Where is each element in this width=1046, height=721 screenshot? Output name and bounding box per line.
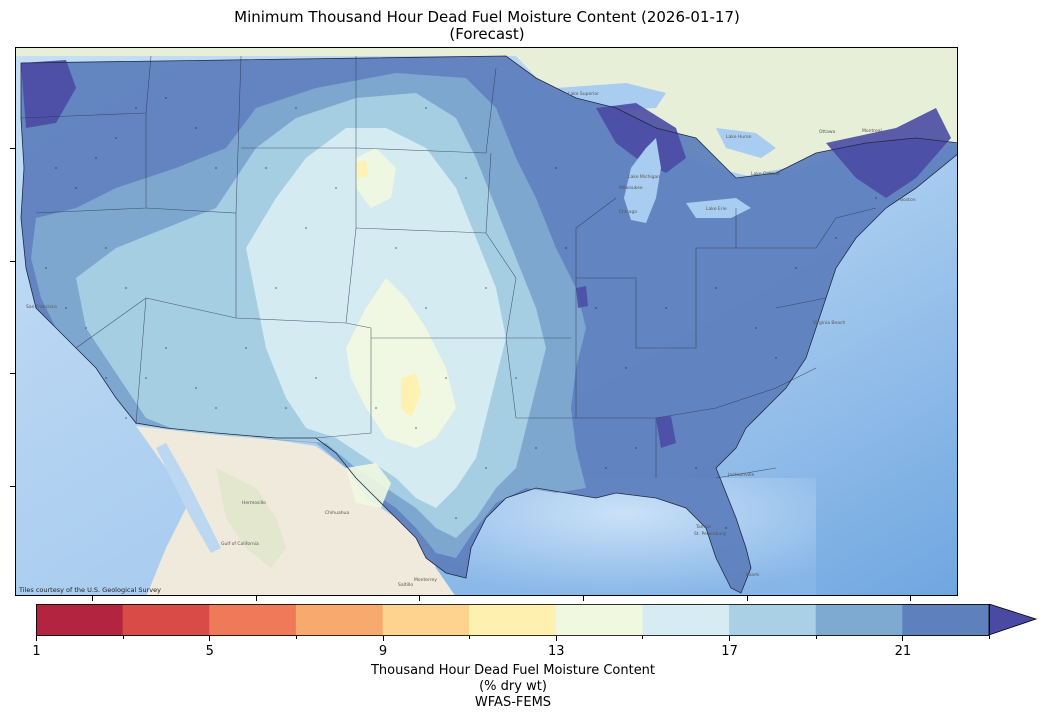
colorbar-tick: [555, 636, 557, 641]
place-label: San Francisco: [26, 304, 57, 310]
lake-huron: [716, 128, 776, 158]
gulf-of-california: [156, 443, 221, 553]
place-label: Milwaukee: [619, 185, 643, 191]
place-label: Jacksonville: [727, 472, 755, 478]
x-tick: [92, 596, 93, 601]
place-label: Boston: [900, 197, 916, 203]
place-label: Hermosillo: [242, 500, 266, 506]
map-canvas: Hermosillo Chihuahua Monterrey Saltillo …: [16, 48, 957, 595]
mexico-land: [136, 426, 455, 595]
colorbar-tick-label: 21: [894, 644, 912, 659]
colorbar-minor-tick: [815, 636, 817, 639]
place-label: Lake Michigan: [628, 174, 660, 180]
colorbar-tick: [382, 636, 384, 641]
colorbar: [36, 604, 1038, 636]
x-tick: [747, 596, 748, 601]
colorbar-tick-label: 9: [378, 644, 388, 659]
colorbar-tick: [36, 636, 37, 641]
colorbar-label-line-1: Thousand Hour Dead Fuel Moisture Content: [370, 663, 656, 678]
place-label: Chihuahua: [325, 510, 349, 516]
place-label: Lake Erie: [706, 206, 727, 212]
title-line-2: (Forecast): [449, 25, 525, 43]
y-tick: [10, 486, 15, 487]
lake-erie: [686, 198, 751, 218]
place-label: Tampa: [695, 524, 711, 530]
colorbar-tick-label: 5: [205, 644, 214, 659]
colorbar-minor-tick: [469, 636, 471, 639]
colorbar-tick: [902, 636, 904, 641]
place-label: Saltillo: [398, 582, 413, 588]
colorbar-outline: [36, 604, 990, 636]
place-label: St. Petersburg: [694, 531, 726, 537]
y-tick: [10, 148, 15, 149]
colorbar-tick-label: 1: [32, 644, 41, 659]
colorbar-minor-tick: [295, 636, 297, 639]
place-label: Lake Ontario: [751, 171, 780, 177]
colorbar-tick: [729, 636, 731, 641]
place-label: Monterrey: [414, 577, 437, 583]
colorbar-bin: [642, 604, 730, 636]
colorbar-bin: [122, 604, 210, 636]
mexico-highlands: [216, 468, 286, 568]
x-tick: [910, 596, 911, 601]
colorbar-bin: [555, 604, 643, 636]
colorbar-label: Thousand Hour Dead Fuel Moisture Content…: [0, 663, 1026, 711]
colorbar-bin: [469, 604, 557, 636]
colorbar-tick: [209, 636, 211, 641]
place-labels: Hermosillo Chihuahua Monterrey Saltillo …: [26, 91, 916, 588]
place-label: Virginia Beach: [813, 320, 845, 326]
place-label: Miami: [746, 572, 760, 578]
colorbar-bin: [36, 604, 124, 636]
colorbar-cells: [36, 604, 990, 636]
place-label: Lake Huron: [726, 134, 752, 140]
place-label: Chicago: [619, 209, 637, 215]
state-boundaries: [20, 55, 877, 479]
place-label: Montreal: [862, 128, 882, 134]
figure-title: Minimum Thousand Hour Dead Fuel Moisture…: [0, 9, 974, 43]
colorbar-bin: [902, 604, 990, 636]
colorbar-bin: [295, 604, 384, 636]
map-panel[interactable]: Hermosillo Chihuahua Monterrey Saltillo …: [15, 47, 958, 596]
colorbar-tick-label: 13: [548, 644, 565, 659]
x-tick: [256, 596, 257, 601]
colorbar-minor-tick: [122, 636, 124, 639]
colorbar-minor-tick: [989, 636, 990, 639]
colorbar-bin: [209, 604, 297, 636]
colorbar-tick-label: 17: [721, 644, 738, 659]
conus-moisture-field: [21, 56, 957, 593]
place-label: Gulf of California: [221, 541, 259, 547]
station-dots: [45, 97, 877, 529]
colorbar-bin: [729, 604, 817, 636]
us-outline: [20, 55, 957, 594]
place-label: Ottawa: [819, 129, 836, 135]
colorbar-bin: [382, 604, 470, 636]
x-tick: [419, 596, 420, 601]
x-tick: [583, 596, 584, 601]
place-label: Lake Superior: [568, 91, 599, 97]
canada-land: [16, 48, 957, 178]
colorbar-label-line-2: (% dry wt): [479, 679, 547, 694]
colorbar-minor-tick: [642, 636, 644, 639]
title-line-1: Minimum Thousand Hour Dead Fuel Moisture…: [234, 8, 740, 26]
lake-michigan: [624, 138, 661, 223]
y-tick: [10, 261, 15, 262]
colorbar-bin: [815, 604, 903, 636]
tile-credit: Tiles courtesy of the U.S. Geological Su…: [19, 586, 161, 594]
y-tick: [10, 373, 15, 374]
colorbar-extend-arrow: [988, 604, 1038, 636]
colorbar-label-line-3: WFAS-FEMS: [474, 695, 552, 710]
